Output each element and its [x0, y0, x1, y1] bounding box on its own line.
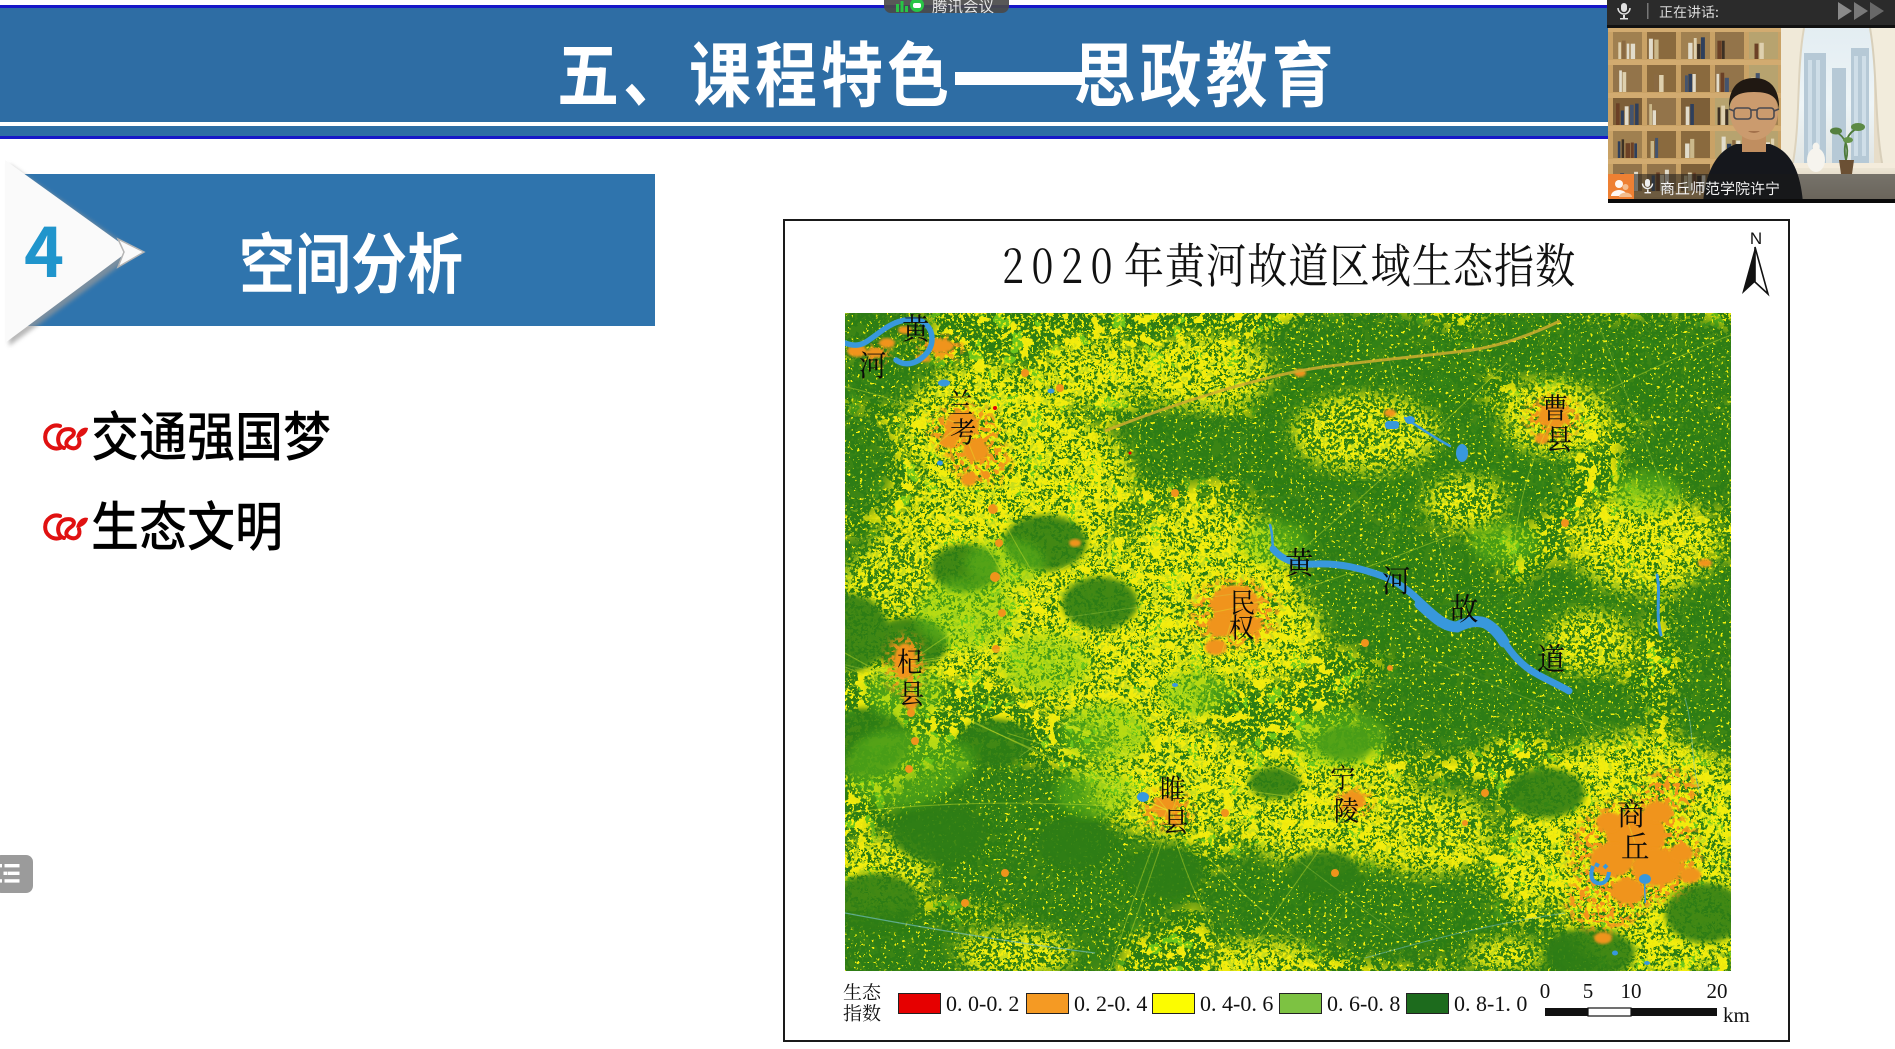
svg-text:5: 5 [1583, 980, 1594, 1003]
svg-text:20: 20 [1707, 980, 1728, 1003]
svg-text:N: N [1750, 229, 1762, 248]
svg-text:10: 10 [1621, 980, 1642, 1003]
svg-text:km: km [1723, 1003, 1750, 1027]
svg-text:0: 0 [1540, 980, 1551, 1003]
